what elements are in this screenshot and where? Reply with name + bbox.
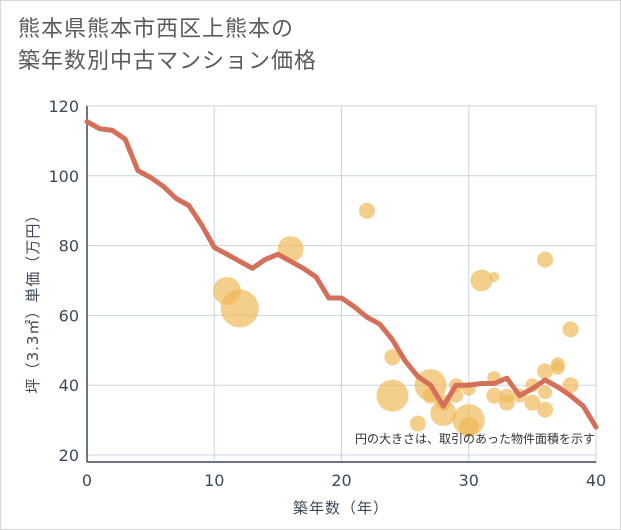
y-tick-labels: 20 40 60 80 100 120 [48,97,79,465]
bubble-point [550,360,565,375]
trend-line [84,119,599,430]
bubble-point [537,401,554,418]
bubble-point [537,251,554,268]
y-tick-label: 60 [59,306,79,325]
y-tick-label: 120 [48,97,79,116]
bubble-point [537,363,554,380]
bubble-point [458,417,479,438]
y-tick-label: 80 [59,237,79,256]
bubble-layer [212,202,579,438]
bubble-point [562,321,579,338]
bubble-point [409,415,426,432]
bubble-point [470,269,493,292]
bubble-point [562,377,579,394]
x-tick-label: 30 [459,471,479,490]
bubble-point [499,388,514,403]
bubble-point [376,379,409,412]
bubble-point [489,272,500,283]
bubble-point [358,202,375,219]
bubble-point [538,385,553,400]
bubble-point [486,387,503,404]
y-axis-label: 坪（3.3㎡）単価（万円） [24,207,42,394]
y-tick-label: 100 [48,167,79,186]
x-tick-label: 0 [82,471,92,490]
bubble-point [220,289,259,328]
y-tick-label: 40 [59,376,79,395]
chart-title-line2: 築年数別中古マンション価格 [18,49,318,74]
x-tick-label: 20 [331,471,351,490]
x-tick-labels: 0 10 20 30 40 [82,471,606,490]
grid-lines [86,105,597,463]
chart-title: 熊本県熊本市西区上熊本の 築年数別中古マンション価格 [18,14,438,78]
x-tick-label: 40 [586,471,606,490]
bubble-point [384,349,401,366]
x-tick-label: 10 [204,471,224,490]
y-tick-label: 20 [59,446,79,465]
bubble-size-note: 円の大きさは、取引のあった物件面積を示す [355,431,595,446]
bubble-point [524,394,541,411]
chart-title-line1: 熊本県熊本市西区上熊本の [18,17,295,42]
x-axis-label: 築年数（年） [293,499,389,517]
